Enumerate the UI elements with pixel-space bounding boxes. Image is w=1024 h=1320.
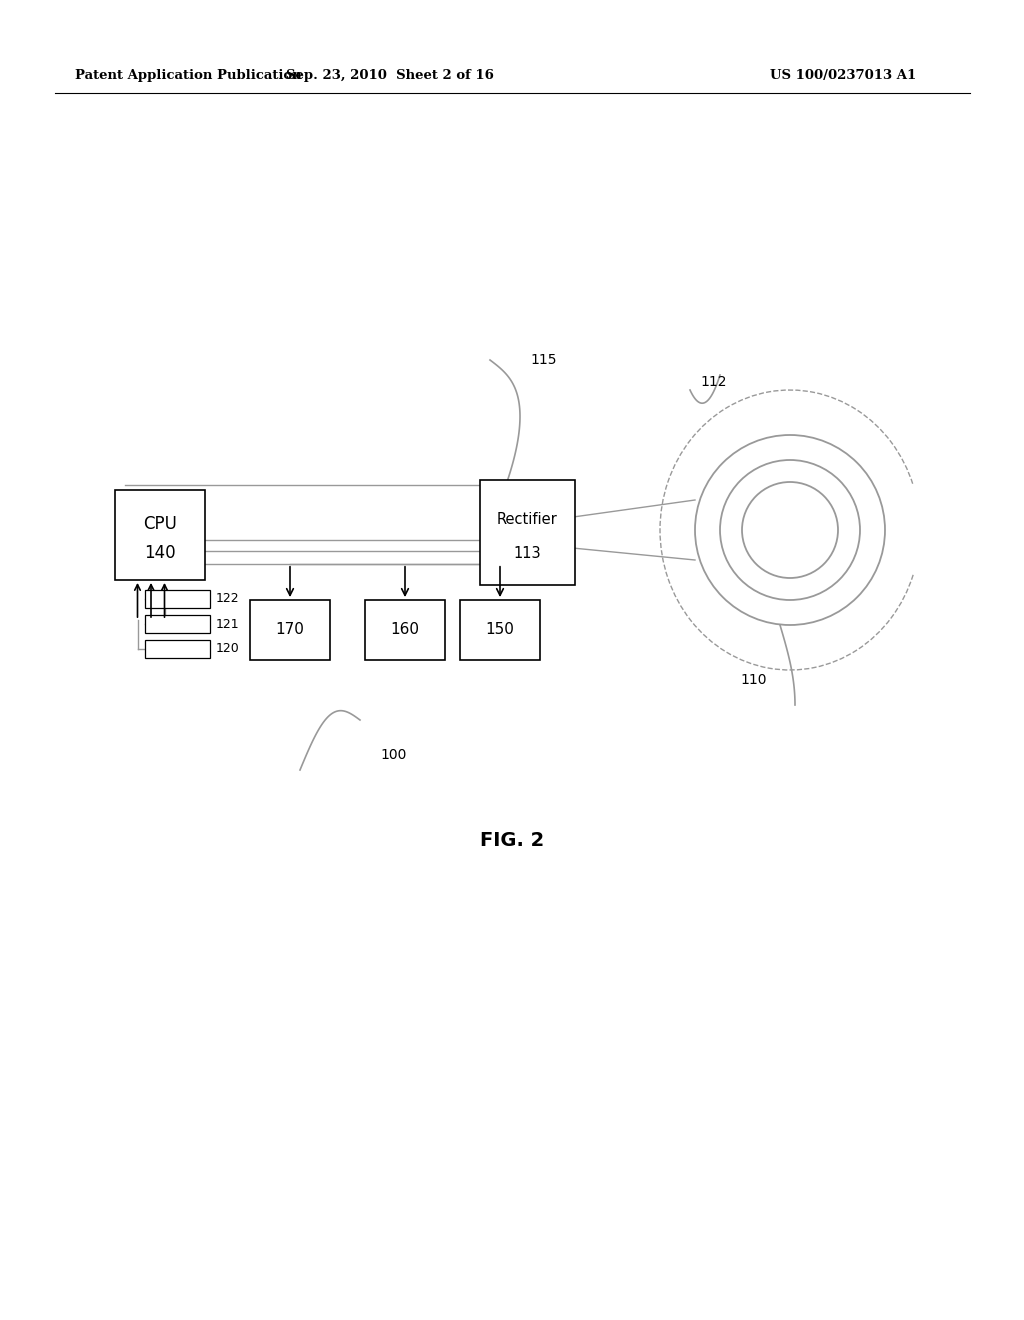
Text: 121: 121 bbox=[216, 618, 240, 631]
Text: 100: 100 bbox=[380, 748, 407, 762]
Text: 112: 112 bbox=[700, 375, 726, 389]
Text: 115: 115 bbox=[530, 352, 556, 367]
Text: 120: 120 bbox=[216, 643, 240, 656]
Text: 122: 122 bbox=[216, 593, 240, 606]
Bar bbox=[145, 640, 210, 657]
Bar bbox=[115, 490, 205, 579]
Text: CPU: CPU bbox=[143, 515, 177, 533]
Text: 160: 160 bbox=[390, 623, 420, 638]
Bar bbox=[145, 615, 210, 634]
Text: 113: 113 bbox=[514, 546, 542, 561]
Text: 150: 150 bbox=[485, 623, 514, 638]
Text: 170: 170 bbox=[275, 623, 304, 638]
Text: US 100/0237013 A1: US 100/0237013 A1 bbox=[770, 69, 916, 82]
Bar bbox=[480, 480, 575, 585]
Bar bbox=[145, 590, 210, 609]
Text: 110: 110 bbox=[740, 673, 767, 686]
Text: Rectifier: Rectifier bbox=[497, 512, 558, 528]
Bar bbox=[365, 601, 445, 660]
Text: FIG. 2: FIG. 2 bbox=[480, 830, 544, 850]
Bar bbox=[250, 601, 330, 660]
Bar bbox=[460, 601, 540, 660]
Text: 140: 140 bbox=[144, 544, 176, 562]
Text: Patent Application Publication: Patent Application Publication bbox=[75, 69, 302, 82]
Text: Sep. 23, 2010  Sheet 2 of 16: Sep. 23, 2010 Sheet 2 of 16 bbox=[286, 69, 494, 82]
